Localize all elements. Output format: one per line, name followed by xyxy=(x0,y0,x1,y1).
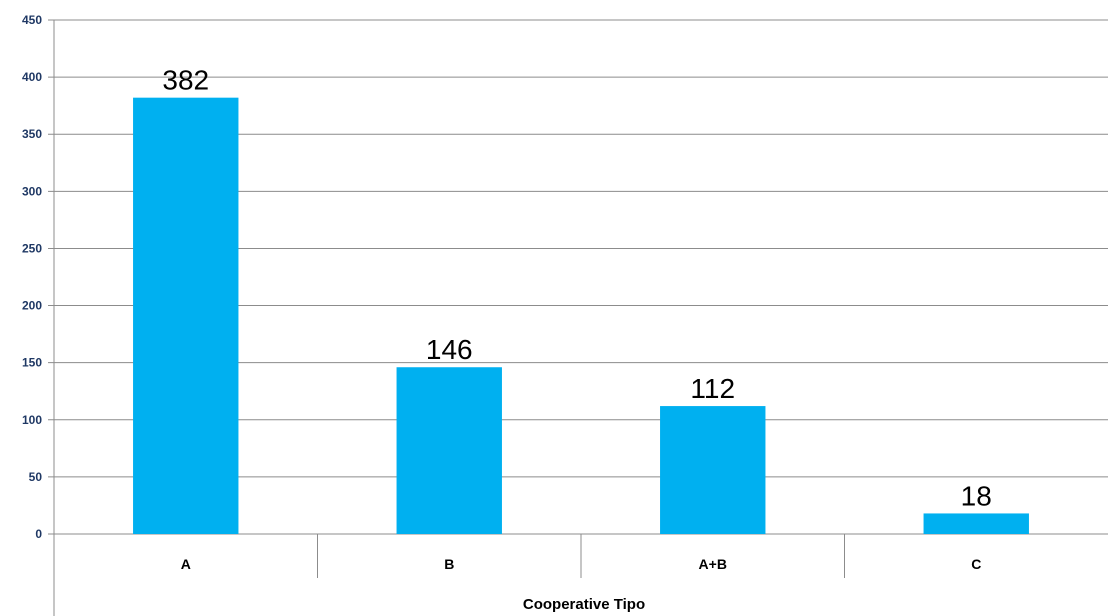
bar-B xyxy=(396,367,502,534)
bars xyxy=(133,97,1029,534)
y-tick-label: 250 xyxy=(22,241,42,255)
category-label: B xyxy=(444,556,454,572)
data-label: 112 xyxy=(690,373,735,404)
category-label: A+B xyxy=(699,556,727,572)
category-label: A xyxy=(181,556,191,572)
axes xyxy=(53,20,845,616)
bar-A xyxy=(133,97,239,534)
data-label: 382 xyxy=(162,65,209,96)
x-axis-title: Cooperative Tipo xyxy=(523,596,645,613)
bar-C xyxy=(923,513,1029,534)
y-tick-label: 150 xyxy=(22,356,42,370)
bar-A+B xyxy=(660,406,766,534)
y-tick-label: 300 xyxy=(22,184,42,198)
y-tick-label: 200 xyxy=(22,299,42,313)
y-tick-label: 450 xyxy=(22,13,42,27)
data-label: 146 xyxy=(426,334,473,365)
y-tick-label: 50 xyxy=(29,470,43,484)
y-tick-label: 100 xyxy=(22,413,42,427)
y-tick-label: 400 xyxy=(22,70,42,84)
labels: 0 50 100 150 200 250 300 350 400 450 382 A 146 B 112 A+… xyxy=(22,13,992,572)
y-tick-label: 0 xyxy=(35,527,42,541)
y-tick-label: 350 xyxy=(22,127,42,141)
category-label: C xyxy=(971,556,981,572)
data-label: 18 xyxy=(961,480,992,511)
